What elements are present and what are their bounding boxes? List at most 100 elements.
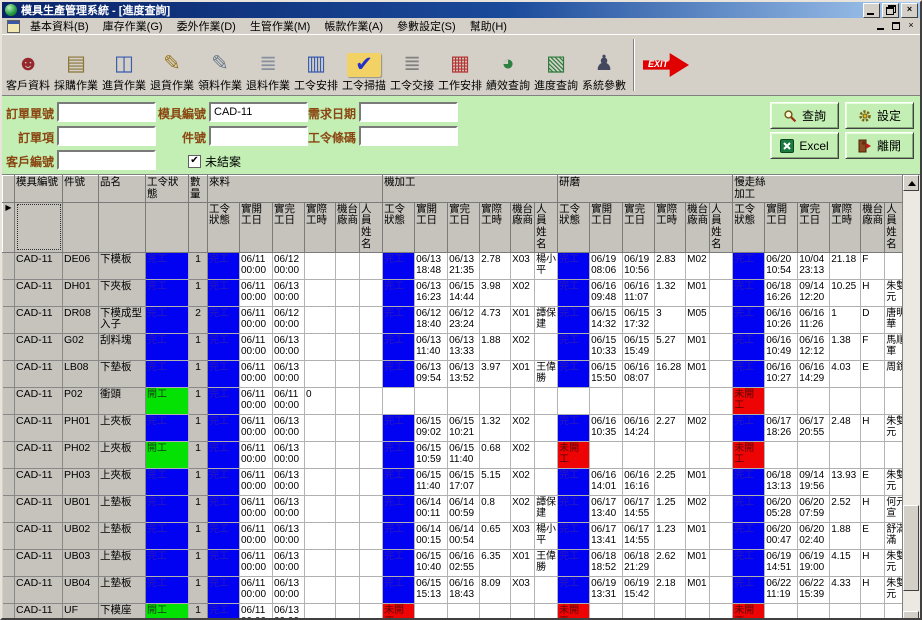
stage-2-status-cell[interactable]: 完工 [557,279,591,307]
stage-1-hours-cell[interactable]: 5.15 [479,468,512,496]
stage-1-end-cell[interactable]: 06/12 23:24 [447,306,481,334]
mold-no-cell[interactable]: CAD-11 [14,279,63,307]
part-name-cell[interactable]: 下模成型入子 [98,306,146,334]
stage-3-machine-cell[interactable]: F [860,333,886,361]
stage-2-status-cell[interactable]: 完工 [557,360,591,388]
stage-2-machine-cell[interactable] [685,603,711,618]
stage-1-status-cell[interactable]: 完工 [382,441,416,469]
stage-2-machine-cell[interactable]: M01 [685,576,711,604]
stage-1-status-cell[interactable]: 完工 [382,468,416,496]
stage-0-machine-cell[interactable] [335,522,360,550]
qty-cell[interactable]: 1 [188,414,208,442]
stage-2-start-cell[interactable]: 06/15 10:33 [589,333,624,361]
stage-0-hours-cell[interactable] [304,252,336,280]
stage-2-hours-cell[interactable] [654,387,687,415]
stage-1-start-cell[interactable] [414,387,449,415]
part-name-cell[interactable]: 上墊板 [98,576,146,604]
stage-3-start-cell[interactable]: 06/20 05:28 [764,495,799,523]
stage-0-machine-cell[interactable] [335,468,360,496]
stage-1-person-cell[interactable] [534,387,559,415]
stage-3-start-cell[interactable]: 06/20 10:54 [764,252,799,280]
stage-1-person-cell[interactable] [534,468,559,496]
stage-3-end-cell[interactable] [797,441,831,469]
menu-item-basic-data[interactable]: 基本資料(B) [30,21,89,33]
part-no-cell[interactable]: DE06 [62,252,99,280]
stage-3-status-cell[interactable]: 完工 [732,306,766,334]
main-status-cell[interactable]: 完工 [145,252,189,280]
stage-2-start-cell[interactable]: 06/15 14:32 [589,306,624,334]
stage-0-end-cell[interactable]: 06/13 00:00 [272,333,305,361]
stage-3-status-cell[interactable]: 完工 [732,549,766,577]
leave-button[interactable]: 離開 [845,132,914,159]
row-selector[interactable] [2,279,15,307]
part-name-cell[interactable]: 下模座 [98,603,146,618]
stage-0-start-cell[interactable]: 06/11 00:00 [239,333,273,361]
stage-1-machine-cell[interactable]: X02 [510,441,536,469]
stage-1-status-cell[interactable]: 完工 [382,414,416,442]
stage-1-hours-cell[interactable]: 1.88 [479,333,512,361]
stage-2-end-cell[interactable] [622,387,656,415]
part-name-cell[interactable]: 上夾板 [98,468,146,496]
stage-3-status-cell[interactable]: 完工 [732,522,766,550]
menu-item-help[interactable]: 幫助(H) [469,21,507,33]
stage-1-person-cell[interactable]: 楊小平 [534,252,559,280]
stage-0-end-cell[interactable]: 06/12 00:00 [272,252,305,280]
stage-0-status-cell[interactable]: 完工 [207,279,240,307]
stage-2-status-cell[interactable]: 完工 [557,522,591,550]
stage-0-hours-cell[interactable] [304,549,336,577]
main-status-cell[interactable]: 完工 [145,576,189,604]
stage-3-hours-cell[interactable]: 2.48 [829,414,862,442]
stage-1-person-cell[interactable] [534,279,559,307]
stage-0-hours-cell[interactable] [304,441,336,469]
stage-1-end-cell[interactable]: 06/16 18:43 [447,576,481,604]
stage-0-status-cell[interactable]: 完工 [207,414,240,442]
toolbar-button-purchase[interactable]: ▤ 採購作業 [52,36,100,94]
stage-2-status-cell[interactable]: 未開工 [557,603,591,618]
stage-0-end-cell[interactable]: 06/13 00:00 [272,279,305,307]
stage-2-machine-cell[interactable]: M01 [685,549,711,577]
main-status-cell[interactable]: 開工 [145,441,189,469]
stage-2-end-cell[interactable] [622,603,656,618]
stage-2-hours-cell[interactable]: 1.32 [654,279,687,307]
stage-0-person-cell[interactable] [359,414,384,442]
stage-1-machine-cell[interactable]: X03 [510,576,536,604]
stage-3-machine-cell[interactable]: E [860,522,886,550]
stage-1-start-cell[interactable]: 06/15 09:02 [414,414,449,442]
restore-button[interactable] [882,2,899,18]
stage-1-person-cell[interactable]: 譚保建 [534,495,559,523]
stage-0-person-cell[interactable] [359,279,384,307]
stage-2-start-cell[interactable]: 06/16 14:01 [589,468,624,496]
stage-0-hours-cell[interactable] [304,414,336,442]
exit-toolbar-button[interactable]: EXIT [640,36,692,94]
main-status-cell[interactable]: 開工 [145,387,189,415]
stage-1-start-cell[interactable]: 06/13 18:48 [414,252,449,280]
order-no-input[interactable] [57,102,156,122]
qty-cell[interactable]: 1 [188,360,208,388]
qty-cell[interactable]: 1 [188,495,208,523]
stage-0-start-cell[interactable]: 06/11 00:00 [239,387,273,415]
stage-3-machine-cell[interactable]: D [860,306,886,334]
query-button[interactable]: 查詢 [770,102,839,129]
stage-3-end-cell[interactable]: 06/20 02:40 [797,522,831,550]
stage-3-status-cell[interactable]: 完工 [732,360,766,388]
order-item-input[interactable] [57,126,156,146]
row-selector[interactable] [2,549,15,577]
main-status-cell[interactable]: 完工 [145,306,189,334]
stage-1-machine-cell[interactable]: X01 [510,549,536,577]
row-selector[interactable] [2,603,15,618]
stage-2-start-cell[interactable] [589,441,624,469]
qty-cell[interactable]: 1 [188,441,208,469]
row-selector[interactable] [2,387,15,415]
stage-2-person-cell[interactable] [709,576,734,604]
stage-1-hours-cell[interactable]: 0.65 [479,522,512,550]
stage-3-hours-cell[interactable]: 13.93 [829,468,862,496]
stage-3-start-cell[interactable] [764,387,799,415]
stage-0-machine-cell[interactable] [335,414,360,442]
stage-0-end-cell[interactable]: 06/13 00:00 [272,549,305,577]
stage-3-hours-cell[interactable]: 2.52 [829,495,862,523]
stage-0-end-cell[interactable]: 06/11 00:00 [272,387,305,415]
stage-2-hours-cell[interactable]: 2.18 [654,576,687,604]
stage-1-status-cell[interactable]: 完工 [382,576,416,604]
mold-no-input[interactable] [209,102,308,122]
required-date-input[interactable] [359,102,458,122]
